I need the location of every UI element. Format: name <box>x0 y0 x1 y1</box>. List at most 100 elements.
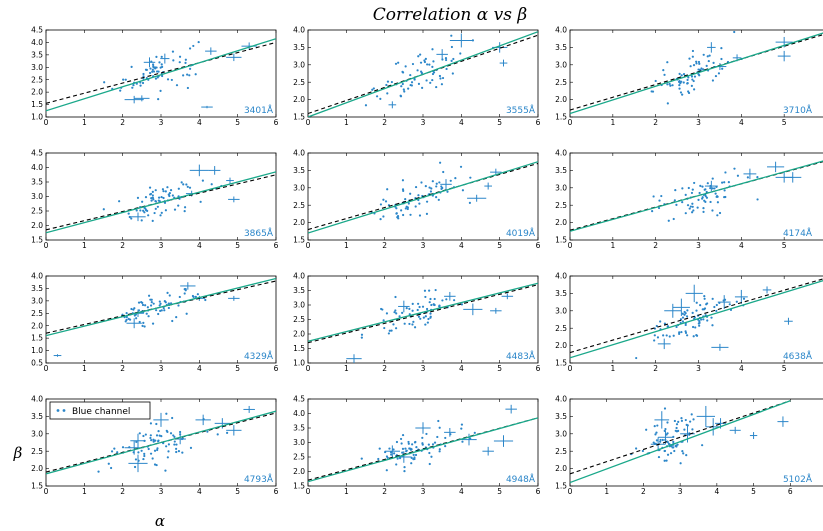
data-point <box>191 294 195 298</box>
data-point <box>142 321 145 325</box>
x-tick-label: 0 <box>568 487 573 496</box>
data-point <box>468 201 471 204</box>
data-point-errorbar <box>685 284 703 303</box>
data-point <box>686 334 689 337</box>
x-tick-label: 2 <box>641 487 646 496</box>
data-point <box>733 30 736 34</box>
data-point <box>159 214 162 217</box>
data-point-errorbar <box>444 291 456 301</box>
data-point <box>441 186 444 190</box>
data-point <box>157 70 160 73</box>
data-point <box>175 447 178 450</box>
y-tick-label: 3.5 <box>293 166 305 175</box>
data-point <box>439 161 442 164</box>
data-point <box>459 52 462 55</box>
data-point <box>690 191 694 195</box>
panel-7: 0 1 2 3 4 5 6 0.5 1.0 1.5 2.0 2.5 3.0 3.5 4.0 4329Å <box>31 272 279 373</box>
data-point <box>711 79 715 82</box>
data-point <box>152 438 155 441</box>
data-point <box>394 295 397 299</box>
fit-line-dashed <box>570 278 823 354</box>
data-point <box>666 102 669 105</box>
data-point <box>408 322 411 326</box>
fit-line-dashed <box>46 174 276 231</box>
data-point <box>158 304 161 307</box>
data-point <box>681 320 685 323</box>
data-point <box>134 458 138 461</box>
data-point <box>691 205 694 208</box>
y-tick-label: 1.0 <box>31 346 43 355</box>
data-point <box>166 291 169 295</box>
data-point <box>445 298 448 301</box>
data-point <box>404 65 407 68</box>
data-point-errorbar <box>501 293 514 300</box>
data-point-errorbar <box>243 405 255 413</box>
data-point <box>142 72 145 76</box>
data-point <box>133 314 136 317</box>
data-point <box>181 451 184 454</box>
data-point <box>685 315 689 318</box>
data-point <box>428 289 431 292</box>
data-point <box>160 63 163 66</box>
data-point <box>677 429 680 433</box>
data-point <box>152 302 155 305</box>
data-point <box>691 188 694 191</box>
x-tick-label: 4 <box>739 364 744 373</box>
data-point <box>148 186 152 189</box>
data-point <box>149 422 153 425</box>
y-tick-label: 4.0 <box>293 26 305 35</box>
data-point <box>450 34 453 37</box>
fit-line-dashed <box>570 34 823 111</box>
data-point <box>688 57 691 60</box>
y-tick-label: 2.5 <box>555 447 567 456</box>
data-point <box>446 190 449 193</box>
y-tick-label: 2.0 <box>31 88 43 97</box>
data-point <box>709 186 712 190</box>
data-point <box>155 55 158 59</box>
data-point <box>162 306 165 310</box>
data-point <box>102 208 105 211</box>
data-point <box>654 79 657 83</box>
data-point <box>651 90 655 93</box>
y-tick-label: 2.0 <box>555 341 567 350</box>
data-point <box>702 210 705 213</box>
data-point <box>699 304 702 307</box>
figure-title: Correlation α vs β <box>373 5 528 25</box>
data-point <box>414 185 418 189</box>
data-point <box>405 449 408 452</box>
y-tick-label: 2.0 <box>555 464 567 473</box>
x-tick-label: 5 <box>497 487 502 496</box>
data-point <box>425 200 429 203</box>
data-point <box>147 294 151 297</box>
data-point <box>678 331 681 334</box>
y-tick-label: 4.0 <box>31 163 43 172</box>
data-point <box>170 78 173 82</box>
data-point <box>746 176 749 179</box>
y-tick-label: 2.5 <box>293 453 305 462</box>
data-point <box>162 196 165 200</box>
data-point <box>394 62 398 65</box>
data-point <box>707 59 710 63</box>
data-point <box>709 200 712 204</box>
data-point <box>149 436 152 440</box>
data-point <box>716 214 719 217</box>
data-point <box>154 439 157 442</box>
data-point <box>425 432 428 436</box>
data-point <box>173 440 176 443</box>
data-point-errorbar <box>680 425 695 443</box>
data-point-errorbar <box>654 411 670 429</box>
data-point <box>423 59 426 62</box>
data-point <box>409 192 412 195</box>
data-point <box>442 170 445 174</box>
data-point <box>169 189 173 192</box>
x-tick-label: 3 <box>421 241 426 250</box>
data-point <box>424 185 427 188</box>
data-point <box>136 196 140 199</box>
data-point <box>461 440 464 443</box>
data-point <box>423 289 427 292</box>
data-point-errorbar <box>124 95 144 104</box>
x-tick-label: 5 <box>497 118 502 127</box>
x-tick-label: 3 <box>678 487 683 496</box>
data-point <box>653 334 656 337</box>
x-tick-label: 2 <box>653 364 658 373</box>
